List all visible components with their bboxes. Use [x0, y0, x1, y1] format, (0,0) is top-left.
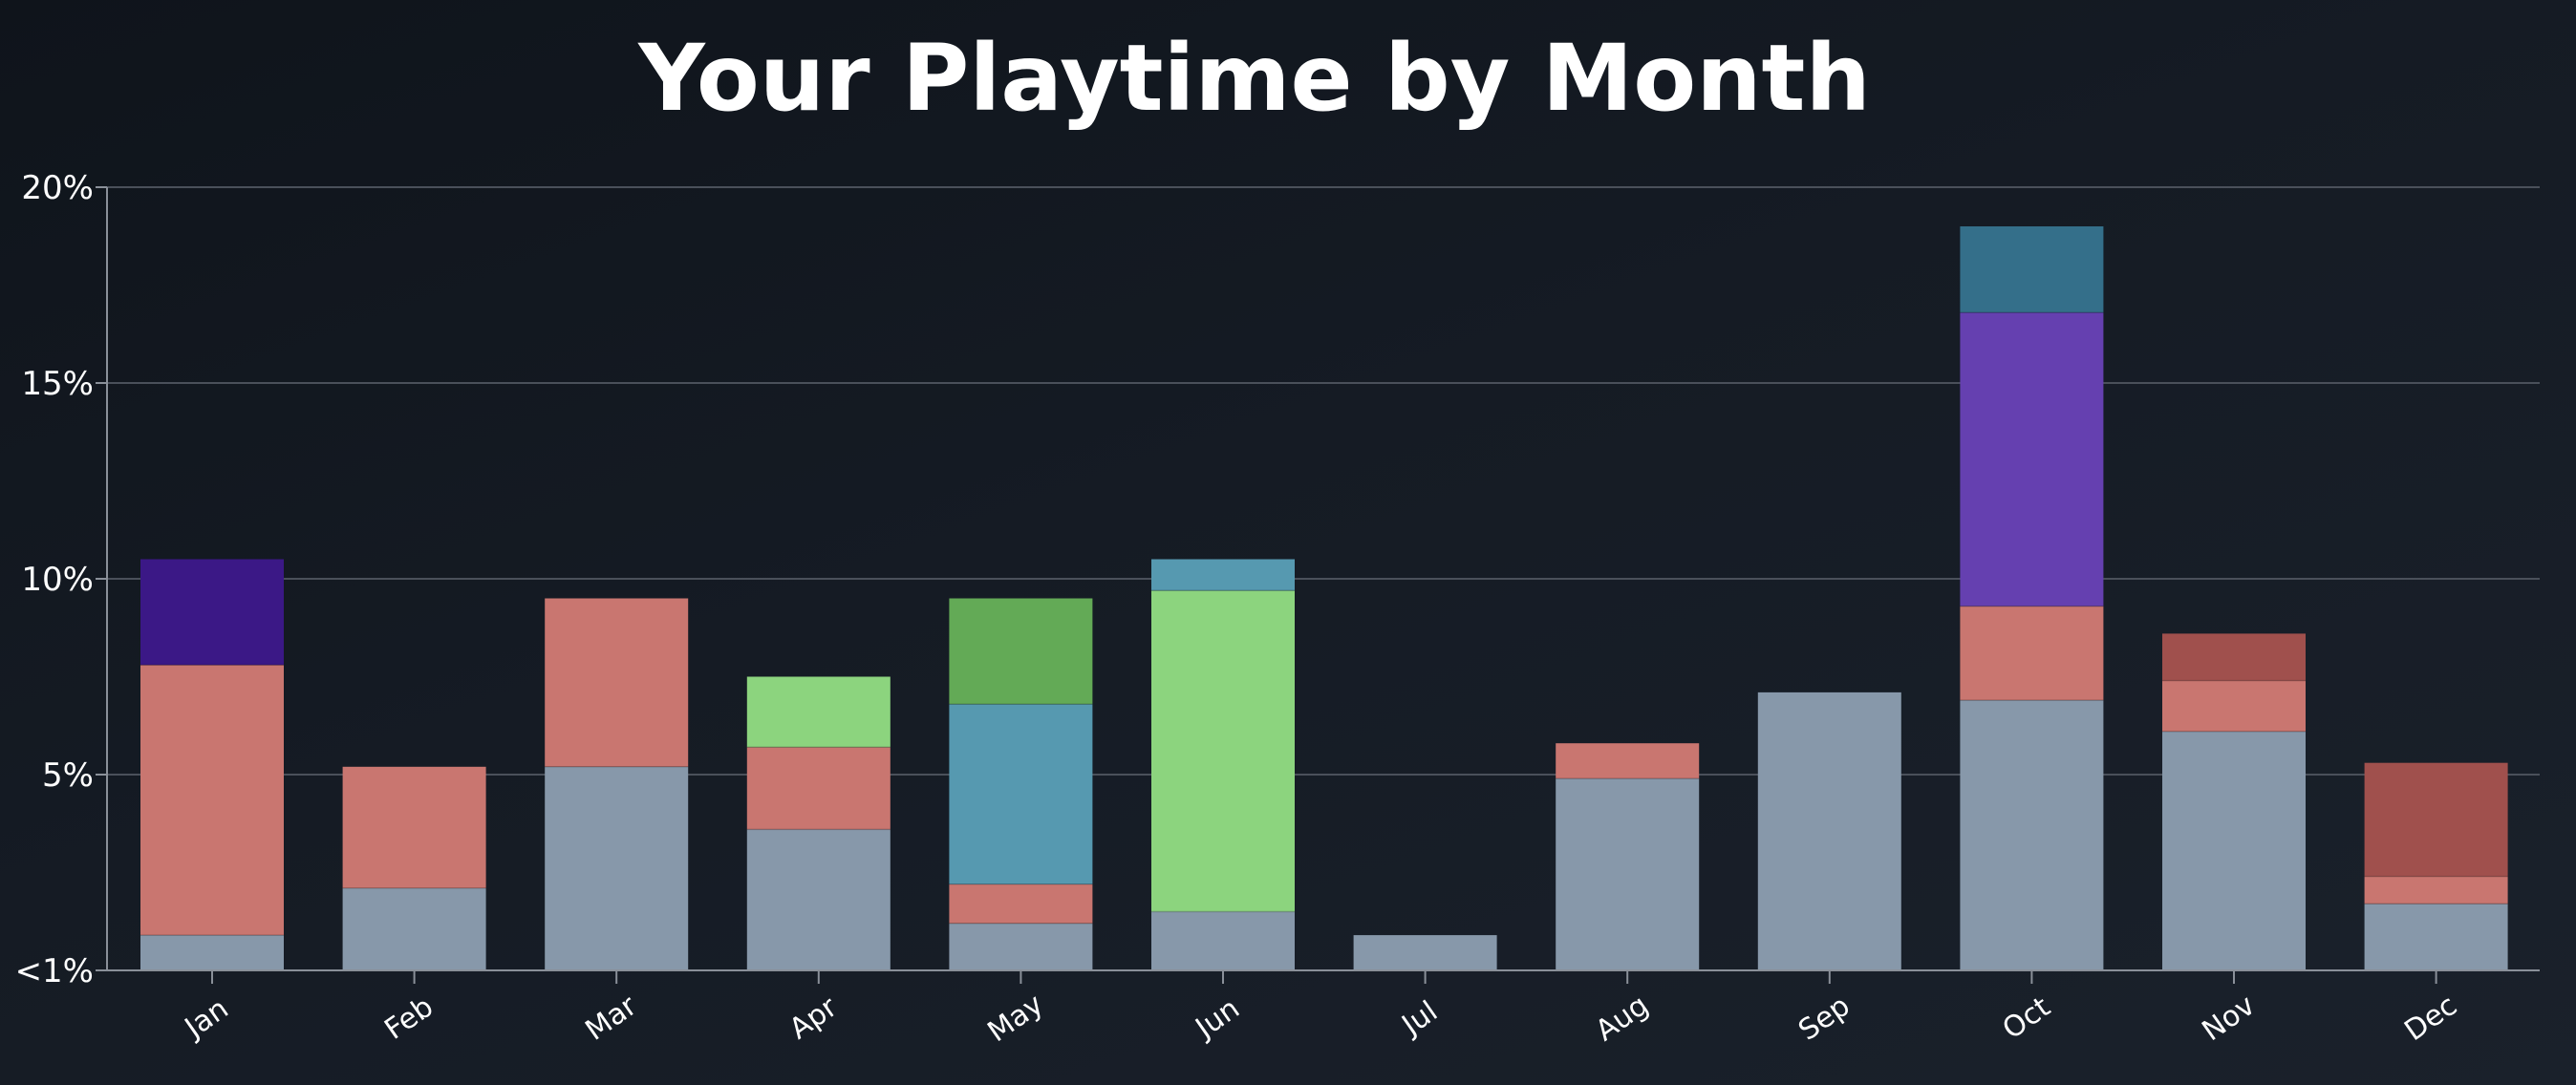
grid-lines [107, 186, 2540, 776]
bar-segment-jan-2 [140, 559, 284, 666]
bar-segment-feb-1 [342, 766, 486, 888]
bar-segment-dec-1 [2364, 876, 2508, 904]
bar-segment-apr-1 [746, 747, 891, 830]
bar-segment-jan-0 [140, 935, 284, 970]
y-tick-label: 5% [42, 756, 94, 795]
bar-segment-oct-1 [1960, 606, 2104, 701]
bar-segment-apr-0 [746, 829, 891, 970]
bar-segment-oct-3 [1960, 226, 2104, 313]
bar-segment-jan-1 [140, 665, 284, 936]
y-tick-label: <1% [15, 952, 94, 990]
bar-segment-mar-1 [545, 598, 689, 767]
x-tick-label: Apr [784, 990, 844, 1047]
bar-segment-may-0 [949, 923, 1093, 970]
bar-segment-may-3 [949, 598, 1093, 705]
bar-segment-nov-0 [2162, 731, 2306, 970]
x-tick-label: Aug [1590, 989, 1655, 1048]
x-tick-label: May [982, 988, 1050, 1049]
bar-segment-apr-2 [746, 676, 891, 748]
bar-segment-oct-2 [1960, 312, 2104, 606]
bar-segment-oct-0 [1960, 700, 2104, 970]
bar-segment-aug-1 [1556, 743, 1700, 779]
bars [140, 226, 2508, 970]
bar-segment-jun-1 [1151, 590, 1295, 912]
bar-segment-dec-0 [2364, 904, 2508, 970]
y-tick-labels: <1% 5% 10% 15% 20% [15, 169, 94, 990]
y-tick-label: 10% [21, 561, 94, 599]
bar-segment-jun-2 [1151, 559, 1295, 591]
x-tick-label: Nov [2197, 989, 2262, 1048]
bar-segment-aug-0 [1556, 778, 1700, 970]
bar-segment-mar-0 [545, 766, 689, 970]
x-tick-label: Feb [378, 990, 440, 1047]
y-tick-label: 15% [21, 365, 94, 403]
bar-segment-feb-0 [342, 887, 486, 970]
x-tick-label: Dec [2398, 989, 2463, 1048]
axes [96, 186, 2540, 984]
bar-segment-may-1 [949, 883, 1093, 924]
x-tick-label: Jun [1189, 991, 1246, 1046]
bar-segment-sep-0 [1757, 691, 1901, 970]
x-tick-label: Sep [1792, 989, 1856, 1048]
bar-segment-jun-0 [1151, 911, 1295, 970]
bar-segment-may-2 [949, 704, 1093, 884]
y-tick-label: 20% [21, 169, 94, 207]
x-tick-label: Mar [580, 989, 644, 1048]
x-tick-label: Oct [1997, 990, 2057, 1047]
chart-title: Your Playtime by Month [638, 25, 1871, 132]
x-tick-label: Jul [1395, 995, 1444, 1044]
x-tick-label: Jan [178, 992, 235, 1046]
bar-segment-dec-2 [2364, 762, 2508, 877]
bar-segment-nov-2 [2162, 633, 2306, 681]
x-tick-labels: Jan Feb Mar Apr May Jun Jul Aug Sep Oct Nov Dec [178, 988, 2463, 1049]
bar-segment-jul-0 [1353, 935, 1497, 970]
bar-segment-nov-1 [2162, 680, 2306, 732]
